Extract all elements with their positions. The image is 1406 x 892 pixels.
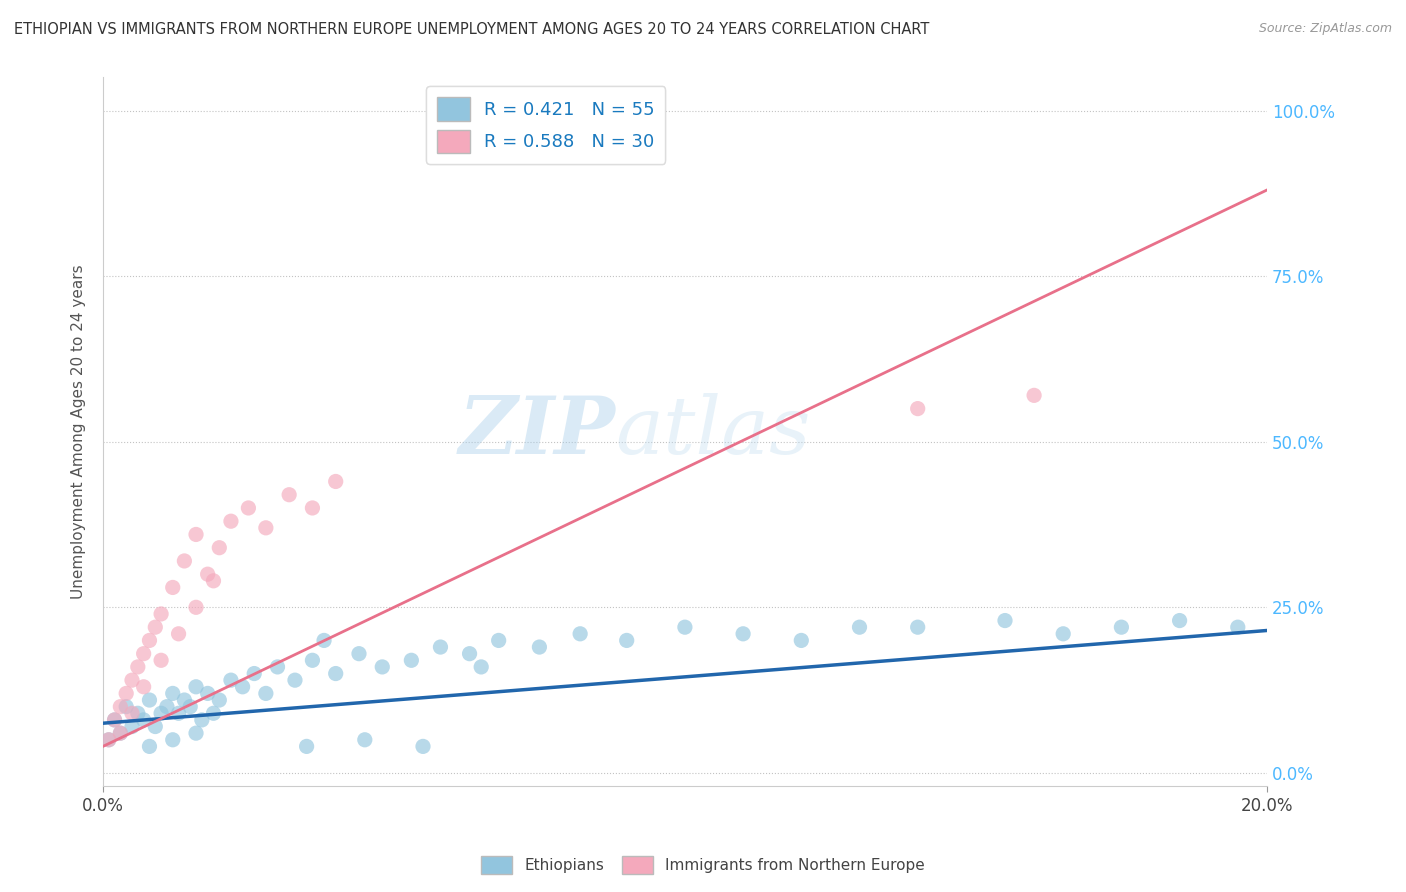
Point	[150, 706, 173, 721]
Point	[301, 653, 323, 667]
Point	[470, 660, 492, 674]
Y-axis label: Unemployment Among Ages 20 to 24 years: Unemployment Among Ages 20 to 24 years	[72, 265, 86, 599]
Point	[1226, 620, 1249, 634]
Point	[156, 699, 179, 714]
Point	[167, 706, 190, 721]
Point	[371, 660, 394, 674]
Point	[184, 726, 207, 740]
Point	[138, 693, 160, 707]
Point	[127, 706, 149, 721]
Point	[103, 713, 125, 727]
Point	[197, 686, 219, 700]
Point	[994, 614, 1017, 628]
Point	[488, 633, 510, 648]
Point	[173, 693, 195, 707]
Point	[238, 500, 260, 515]
Point	[121, 706, 143, 721]
Point	[132, 713, 155, 727]
Point	[103, 713, 125, 727]
Text: atlas: atlas	[614, 393, 810, 471]
Point	[162, 581, 184, 595]
Point	[150, 653, 173, 667]
Point	[121, 719, 143, 733]
Point	[138, 739, 160, 754]
Point	[202, 706, 225, 721]
Legend: Ethiopians, Immigrants from Northern Europe: Ethiopians, Immigrants from Northern Eur…	[475, 850, 931, 880]
Point	[254, 521, 277, 535]
Point	[529, 640, 551, 654]
Point	[848, 620, 870, 634]
Point	[138, 633, 160, 648]
Point	[167, 627, 190, 641]
Point	[254, 686, 277, 700]
Point	[458, 647, 481, 661]
Point	[1168, 614, 1191, 628]
Point	[295, 739, 318, 754]
Point	[412, 739, 434, 754]
Text: ZIP: ZIP	[458, 393, 614, 471]
Point	[219, 514, 242, 528]
Point	[429, 640, 451, 654]
Point	[184, 527, 207, 541]
Point	[219, 673, 242, 688]
Point	[616, 633, 638, 648]
Point	[733, 627, 755, 641]
Point	[907, 401, 929, 416]
Point	[353, 732, 375, 747]
Point	[790, 633, 813, 648]
Point	[202, 574, 225, 588]
Point	[143, 719, 166, 733]
Point	[115, 686, 138, 700]
Point	[1111, 620, 1133, 634]
Point	[278, 488, 301, 502]
Point	[243, 666, 266, 681]
Point	[97, 732, 120, 747]
Point	[325, 666, 347, 681]
Text: ETHIOPIAN VS IMMIGRANTS FROM NORTHERN EUROPE UNEMPLOYMENT AMONG AGES 20 TO 24 YE: ETHIOPIAN VS IMMIGRANTS FROM NORTHERN EU…	[14, 22, 929, 37]
Point	[115, 699, 138, 714]
Point	[173, 554, 195, 568]
Point	[184, 680, 207, 694]
Point	[127, 660, 149, 674]
Point	[312, 633, 335, 648]
Point	[179, 699, 201, 714]
Point	[150, 607, 173, 621]
Point	[208, 693, 231, 707]
Point	[301, 500, 323, 515]
Point	[673, 620, 696, 634]
Point	[232, 680, 254, 694]
Point	[143, 620, 166, 634]
Point	[110, 726, 132, 740]
Point	[907, 620, 929, 634]
Point	[1022, 388, 1045, 402]
Point	[162, 686, 184, 700]
Point	[266, 660, 288, 674]
Point	[184, 600, 207, 615]
Legend: R = 0.421   N = 55, R = 0.588   N = 30: R = 0.421 N = 55, R = 0.588 N = 30	[426, 87, 665, 163]
Point	[569, 627, 592, 641]
Text: Source: ZipAtlas.com: Source: ZipAtlas.com	[1258, 22, 1392, 36]
Point	[132, 647, 155, 661]
Point	[97, 732, 120, 747]
Point	[347, 647, 370, 661]
Point	[1052, 627, 1074, 641]
Point	[325, 475, 347, 489]
Point	[284, 673, 307, 688]
Point	[121, 673, 143, 688]
Point	[110, 699, 132, 714]
Point	[208, 541, 231, 555]
Point	[162, 732, 184, 747]
Point	[191, 713, 214, 727]
Point	[110, 726, 132, 740]
Point	[197, 567, 219, 582]
Point	[401, 653, 423, 667]
Point	[132, 680, 155, 694]
